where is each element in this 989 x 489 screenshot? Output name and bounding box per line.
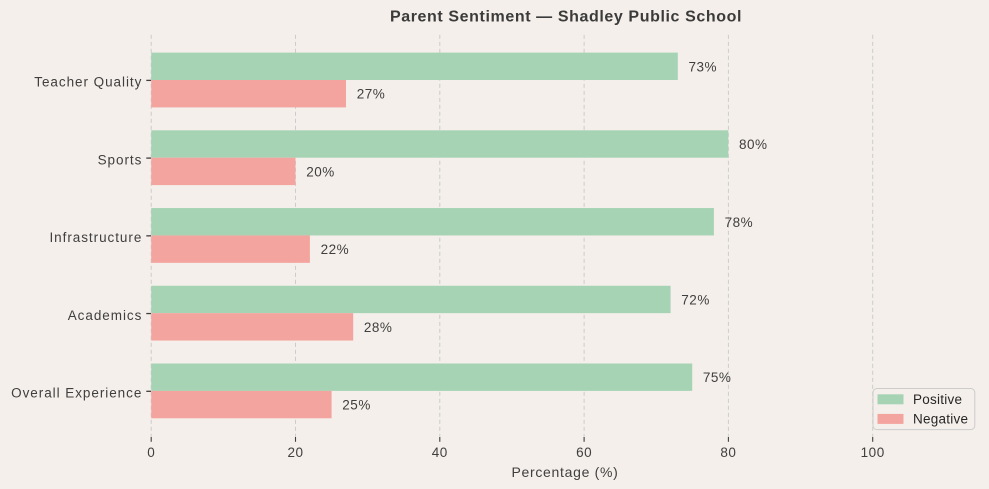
svg-text:20%: 20% bbox=[306, 164, 335, 179]
svg-text:22%: 22% bbox=[321, 242, 350, 257]
svg-text:20: 20 bbox=[287, 445, 303, 460]
svg-text:73%: 73% bbox=[689, 59, 718, 74]
svg-text:72%: 72% bbox=[681, 292, 710, 307]
svg-text:60: 60 bbox=[576, 445, 592, 460]
svg-text:Infrastructure: Infrastructure bbox=[49, 230, 142, 245]
svg-text:Teacher Quality: Teacher Quality bbox=[34, 75, 142, 90]
svg-text:80: 80 bbox=[720, 445, 736, 460]
svg-text:75%: 75% bbox=[703, 370, 732, 385]
svg-text:Parent Sentiment — Shadley Pub: Parent Sentiment — Shadley Public School bbox=[390, 9, 742, 26]
svg-text:Academics: Academics bbox=[68, 308, 143, 323]
svg-text:Percentage (%): Percentage (%) bbox=[511, 464, 618, 480]
svg-text:0: 0 bbox=[147, 445, 155, 460]
svg-text:40: 40 bbox=[432, 445, 448, 460]
svg-text:Sports: Sports bbox=[98, 152, 143, 167]
svg-text:25%: 25% bbox=[342, 398, 371, 413]
svg-text:Positive: Positive bbox=[913, 392, 962, 407]
svg-text:Overall Experience: Overall Experience bbox=[11, 386, 142, 401]
svg-text:27%: 27% bbox=[357, 87, 386, 102]
svg-text:80%: 80% bbox=[739, 137, 768, 152]
svg-text:28%: 28% bbox=[364, 320, 393, 335]
svg-text:Negative: Negative bbox=[913, 411, 968, 426]
svg-text:78%: 78% bbox=[725, 215, 754, 230]
svg-text:100: 100 bbox=[861, 445, 885, 460]
